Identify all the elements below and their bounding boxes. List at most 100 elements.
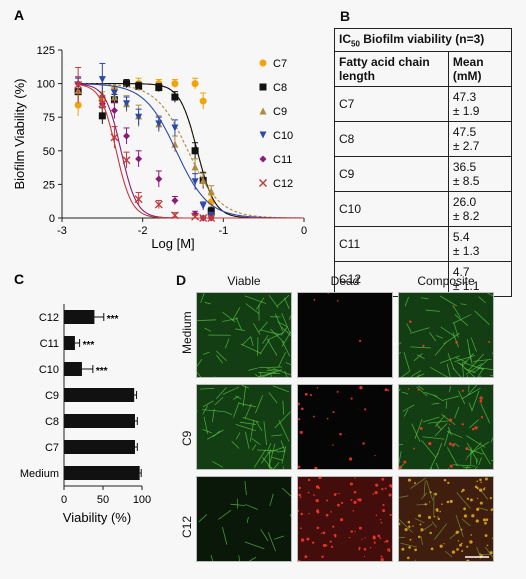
viable-strand bbox=[238, 402, 256, 408]
series-c12 bbox=[74, 66, 304, 222]
dead-cell bbox=[329, 540, 332, 543]
legend-label-c7: C7 bbox=[273, 58, 287, 70]
viable-strand bbox=[272, 385, 290, 393]
micrograph-c12-viable bbox=[196, 476, 292, 562]
dead-cell bbox=[330, 510, 332, 513]
dead-cell bbox=[330, 545, 334, 548]
data-point bbox=[171, 93, 179, 101]
dead-cell bbox=[448, 442, 452, 446]
micrograph-c9-composite bbox=[398, 384, 494, 470]
viable-strand bbox=[218, 509, 232, 520]
dead-cell bbox=[298, 402, 300, 406]
x-marker-stroke bbox=[199, 214, 208, 222]
viable-strand bbox=[401, 391, 409, 395]
data-point bbox=[98, 99, 107, 108]
x-tick-label: 0 bbox=[301, 225, 307, 237]
viable-strand bbox=[222, 311, 236, 323]
viable-strand bbox=[235, 328, 246, 332]
dead-cell bbox=[478, 488, 483, 492]
viable-strand bbox=[245, 504, 258, 510]
dead-cell bbox=[313, 298, 316, 301]
viable-strand bbox=[413, 353, 423, 362]
viable-strand bbox=[439, 355, 460, 364]
dead-cell bbox=[414, 482, 416, 485]
dead-cell bbox=[326, 499, 328, 502]
viable-strand bbox=[214, 396, 224, 406]
dead-cell bbox=[476, 487, 479, 490]
viable-strand bbox=[446, 363, 451, 377]
dead-cell bbox=[447, 481, 450, 484]
dead-cell bbox=[381, 477, 385, 481]
dead-cell bbox=[326, 417, 329, 420]
viable-strand bbox=[233, 395, 240, 400]
dead-cell bbox=[332, 525, 335, 528]
viable-strand bbox=[231, 440, 240, 449]
viable-strand bbox=[270, 328, 285, 343]
viable-strand bbox=[255, 395, 264, 414]
dead-cell bbox=[382, 503, 385, 506]
dead-cell bbox=[348, 457, 353, 461]
dead-cell bbox=[316, 526, 320, 530]
viable-strand bbox=[216, 350, 227, 362]
dead-cell bbox=[463, 507, 467, 511]
dead-cell bbox=[298, 486, 301, 490]
viable-strand bbox=[480, 490, 489, 500]
viable-strand bbox=[288, 314, 291, 320]
viable-strand bbox=[420, 492, 428, 500]
viable-strand bbox=[210, 554, 214, 561]
x-marker-stroke bbox=[122, 156, 131, 165]
viable-strand bbox=[440, 326, 455, 337]
data-point bbox=[135, 113, 143, 121]
dead-cell bbox=[401, 547, 405, 551]
data-point bbox=[191, 212, 200, 221]
dead-cell bbox=[437, 517, 440, 521]
viable-strand bbox=[253, 449, 267, 468]
dead-cell bbox=[387, 389, 390, 391]
viable-strand bbox=[444, 550, 453, 558]
dead-cell bbox=[480, 481, 482, 484]
dead-cell bbox=[485, 518, 489, 522]
viable-strand bbox=[462, 353, 474, 367]
viable-strand bbox=[429, 332, 437, 342]
dead-cell bbox=[377, 534, 381, 538]
legend-label-c8: C8 bbox=[273, 82, 287, 94]
viable-strand bbox=[406, 323, 412, 333]
dead-cell bbox=[334, 493, 337, 496]
viable-strand bbox=[490, 436, 493, 443]
table-row: C9 36.5 ± 8.5 bbox=[334, 156, 513, 193]
viable-strand bbox=[472, 367, 482, 374]
viable-strand bbox=[399, 444, 404, 446]
fit-curve bbox=[78, 83, 304, 219]
viable-glow bbox=[399, 293, 493, 377]
data-point bbox=[207, 187, 215, 195]
data-point bbox=[110, 133, 119, 142]
dead-cell bbox=[482, 488, 486, 491]
x-tick-label: -2 bbox=[138, 225, 148, 237]
dead-cell bbox=[461, 542, 463, 545]
dead-cell bbox=[482, 518, 486, 522]
data-point bbox=[123, 132, 131, 140]
dead-cell bbox=[419, 523, 422, 526]
viable-strand bbox=[420, 297, 429, 300]
viable-strand bbox=[207, 429, 224, 440]
dead-cell bbox=[364, 408, 367, 411]
micrograph-c12-dead bbox=[297, 476, 393, 562]
viable-strand bbox=[422, 436, 445, 440]
viable-strand bbox=[403, 352, 411, 372]
dead-cell bbox=[449, 464, 453, 468]
dead-cell bbox=[299, 527, 302, 530]
dead-cell bbox=[379, 518, 382, 521]
x-tick-label: -3 bbox=[57, 225, 67, 237]
dead-cell bbox=[298, 509, 300, 512]
series-c11 bbox=[74, 76, 304, 222]
viable-strand bbox=[200, 293, 205, 303]
dead-cell bbox=[313, 494, 315, 496]
y-tick-label: 100 bbox=[37, 79, 55, 91]
mean-cell: 36.5 ± 8.5 bbox=[447, 156, 513, 193]
x-tick-label: 0 bbox=[61, 494, 67, 506]
column-header-viable: Viable bbox=[227, 274, 261, 288]
bar bbox=[64, 440, 135, 454]
viable-strand bbox=[241, 385, 249, 389]
viable-strand bbox=[281, 313, 291, 334]
data-point bbox=[191, 147, 199, 155]
